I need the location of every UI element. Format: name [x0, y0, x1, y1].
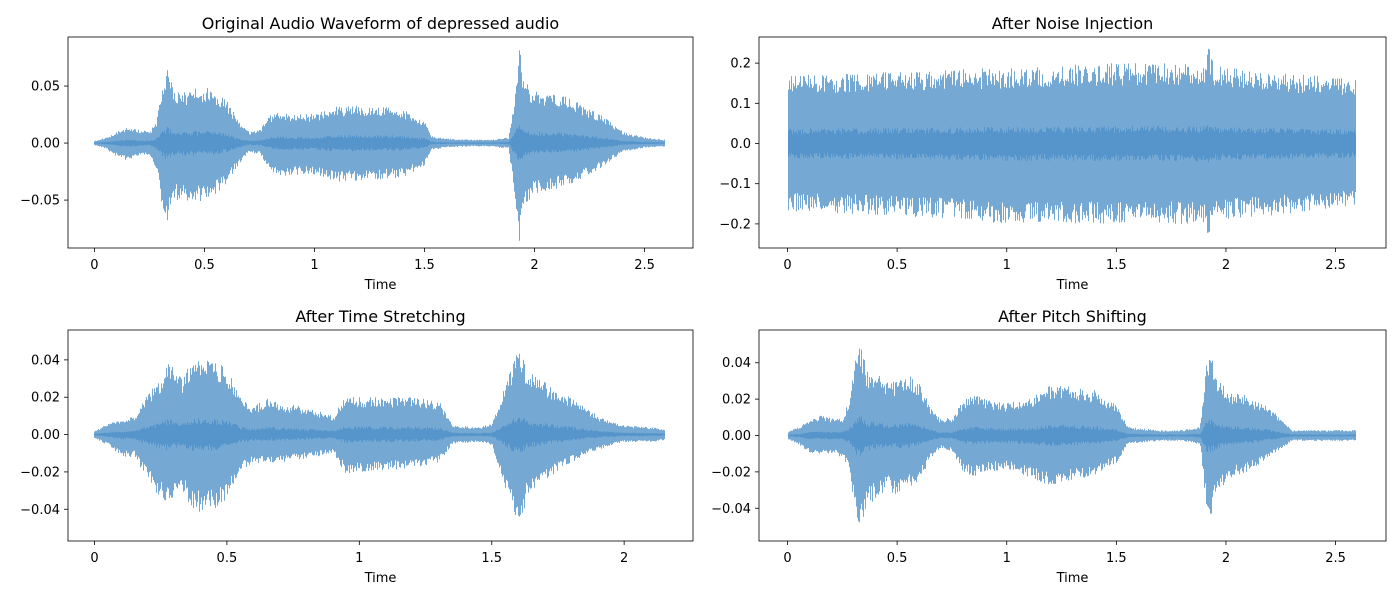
- axes: 0 0.5 1 1.5 2 2.5 −0.05 0.00 0.05: [20, 36, 694, 273]
- waveform: [94, 353, 665, 517]
- subplot-original: Original Audio Waveform of depressed aud…: [20, 14, 694, 293]
- axes: 0 0.5 1 1.5 2 2.5 −0.2 −0.1 0.0 0.1 0.2: [719, 36, 1387, 273]
- x-axis-label: Time: [364, 278, 397, 293]
- y-tick-label: 0.00: [31, 137, 60, 152]
- plot-frame: [67, 36, 694, 249]
- x-tick-label: 2.5: [634, 258, 655, 273]
- x-tick-label: 2.5: [1325, 551, 1346, 566]
- waveform: [788, 348, 1356, 523]
- waveform-core: [94, 417, 665, 453]
- subplot-title: After Pitch Shifting: [998, 307, 1147, 326]
- subplot-time-stretching: After Time Stretching 0 0.5 1 1.5 2 −0.04 −0.0…: [20, 307, 694, 586]
- waveform-core: [788, 416, 1356, 456]
- axes: 0 0.5 1 1.5 2 −0.04 −0.02 0.00 0.02 0.04: [20, 329, 694, 566]
- x-tick-label: 2.5: [1325, 258, 1346, 273]
- x-tick-label: 1.5: [481, 551, 502, 566]
- y-tick-label: −0.02: [20, 465, 60, 480]
- x-axis-label: Time: [1056, 278, 1089, 293]
- y-tick-label: −0.2: [719, 217, 751, 232]
- x-tick-label: 2: [1222, 551, 1230, 566]
- x-tick-label: 1: [355, 551, 363, 566]
- x-tick-label: 1: [1003, 258, 1011, 273]
- x-tick-label: 2: [1222, 258, 1230, 273]
- x-axis-label: Time: [364, 571, 397, 586]
- y-tick-label: −0.02: [711, 465, 751, 480]
- y-tick-label: 0.04: [31, 353, 60, 368]
- plot-frame: [67, 329, 694, 542]
- subplot-title: Original Audio Waveform of depressed aud…: [202, 14, 559, 33]
- x-tick-label: 0.5: [194, 258, 215, 273]
- subplot-pitch-shifting: After Pitch Shifting 0 0.5 1 1.5 2 2.5 −0.04 −0…: [711, 307, 1387, 586]
- x-tick-label: 0.5: [887, 258, 908, 273]
- y-tick-label: −0.04: [20, 503, 60, 518]
- x-tick-label: 1.5: [1106, 551, 1127, 566]
- y-tick-label: −0.05: [20, 194, 60, 209]
- y-tick-label: 0.00: [31, 428, 60, 443]
- y-tick-label: 0.02: [722, 393, 751, 408]
- waveform-core: [94, 125, 665, 160]
- y-tick-label: −0.1: [719, 177, 751, 192]
- plot-frame: [758, 36, 1387, 249]
- x-tick-label: 0: [783, 258, 791, 273]
- x-tick-label: 1.5: [414, 258, 435, 273]
- y-tick-label: −0.04: [711, 502, 751, 517]
- x-tick-label: 0.5: [217, 551, 238, 566]
- x-tick-label: 1.5: [1106, 258, 1127, 273]
- subplot-title: After Time Stretching: [295, 307, 465, 326]
- x-tick-label: 0: [90, 551, 98, 566]
- y-tick-label: 0.05: [31, 80, 60, 95]
- x-tick-label: 0: [90, 258, 98, 273]
- x-tick-label: 2: [620, 551, 628, 566]
- x-axis-label: Time: [1056, 571, 1089, 586]
- waveform: [94, 50, 665, 241]
- x-tick-label: 0.5: [887, 551, 908, 566]
- subplot-noise-injection: After Noise Injection 0 0.5 1 1.5 2 2.5 −0.2 −0…: [719, 14, 1387, 293]
- x-tick-label: 1: [1003, 551, 1011, 566]
- axes: 0 0.5 1 1.5 2 2.5 −0.04 −0.02 0.00 0.02 0.04: [711, 329, 1387, 566]
- y-tick-label: 0.2: [730, 57, 751, 72]
- x-tick-label: 2: [530, 258, 538, 273]
- y-tick-label: 0.1: [730, 97, 751, 112]
- y-tick-label: 0.00: [722, 429, 751, 444]
- x-tick-label: 0: [783, 551, 791, 566]
- waveform-core: [788, 125, 1356, 162]
- subplot-title: After Noise Injection: [992, 14, 1154, 33]
- y-tick-label: 0.0: [730, 137, 751, 152]
- y-tick-label: 0.02: [31, 391, 60, 406]
- x-tick-label: 1: [310, 258, 318, 273]
- y-tick-label: 0.04: [722, 356, 751, 371]
- waveform: [788, 48, 1356, 233]
